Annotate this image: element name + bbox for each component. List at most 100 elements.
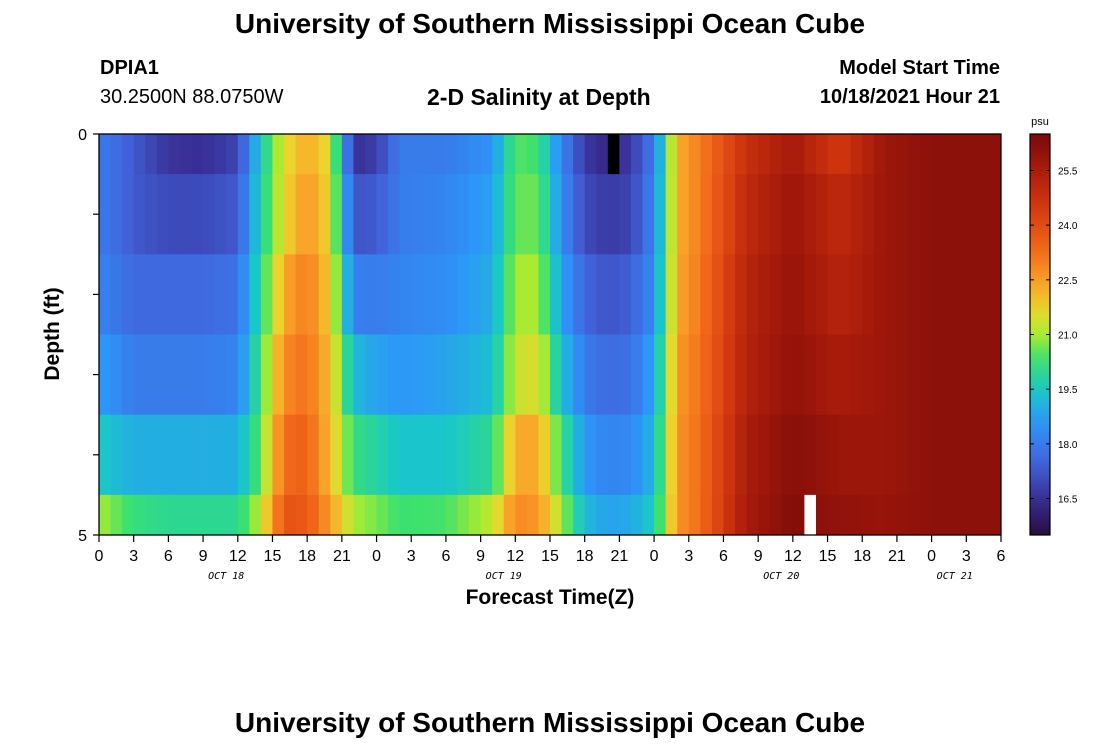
heatmap-cell [295,134,308,175]
x-tick-label: 9 [754,548,763,565]
heatmap-cell [584,494,597,536]
heatmap-cell [665,494,678,536]
heatmap-cell [133,494,146,536]
heatmap-cell [122,414,135,496]
heatmap-cell [850,254,863,335]
x-axis-title: Forecast Time(Z) [466,586,635,609]
heatmap-cell [422,334,435,416]
heatmap-cell [781,174,794,255]
heatmap-cell [735,494,747,536]
heatmap-cell [862,414,875,496]
heatmap-cell [619,174,632,255]
heatmap-cell [758,134,771,175]
colorbar-tick-label: 16.5 [1058,495,1078,506]
heatmap-cell [931,254,944,335]
heatmap-cell [445,414,458,496]
heatmap-cell [850,134,863,175]
heatmap-cell [469,134,482,175]
y-tick-label: 0 [78,127,87,144]
heatmap-cell [573,134,586,175]
heatmap-cell [330,494,343,536]
x-tick-label: 3 [407,548,416,565]
heatmap-cell [526,134,539,175]
heatmap-cell [399,414,412,496]
heatmap-cell [561,414,574,496]
heatmap-cell [596,254,609,335]
heatmap-cell [376,494,389,536]
heatmap-cell [272,334,285,416]
heatmap-cell [920,334,933,416]
heatmap-cell [469,334,482,416]
x-tick-label: 6 [164,548,173,565]
heatmap-cell [908,174,921,255]
heatmap-cell [746,334,759,416]
heatmap-cell [469,254,482,335]
heatmap-cell [353,254,366,335]
heatmap-cell [827,334,840,416]
heatmap-cell [954,254,967,335]
heatmap-cell [226,174,239,255]
heatmap-cell [99,134,111,175]
heatmap-cell [677,334,690,416]
heatmap-cell [203,494,216,536]
heatmap-cell [977,174,990,255]
heatmap-cell [677,414,690,496]
heatmap-cell [977,414,990,496]
heatmap-cell [492,174,505,255]
heatmap-cell [908,414,921,496]
heatmap-cell [815,414,828,496]
heatmap-cell [295,414,308,496]
heatmap-cell [122,494,135,536]
heatmap-cell [873,254,886,335]
heatmap-cell [550,134,562,175]
heatmap-cell [989,494,1002,536]
heatmap-cell [630,134,643,175]
heatmap-cell [538,174,551,255]
heatmap-cell [920,174,933,255]
heatmap-cell [411,254,424,335]
heatmap-cell [596,134,609,175]
heatmap-cell [226,494,239,536]
heatmap-cell [376,134,389,175]
heatmap-cell [584,134,597,175]
heatmap-cell [469,174,482,255]
heatmap-cell [908,254,921,335]
heatmap-cell [850,334,863,416]
heatmap-cell [781,334,794,416]
heatmap-cell [364,414,377,496]
heatmap-cell [168,494,181,536]
heatmap-cell [110,334,123,416]
heatmap-cell [237,254,250,335]
heatmap-cell [896,174,909,255]
heatmap-cell [457,494,470,536]
heatmap-cell [677,174,690,255]
heatmap-cell [804,174,817,255]
heatmap-cell [353,134,366,175]
heatmap-cell [99,494,111,536]
heatmap-cell [295,174,308,255]
heatmap-cell [203,414,216,496]
date-label: OCT 21 [937,571,973,582]
heatmap-cell [665,174,678,255]
heatmap-cell [515,254,528,335]
heatmap-cell [827,134,840,175]
heatmap-cell [827,414,840,496]
colorbar: psu 16.5 18.0 19.5 21.0 22.5 24.0 25.5 [1029,116,1078,536]
heatmap-cell [272,174,285,255]
heatmap-cell [330,174,343,255]
heatmap-cell [873,414,886,496]
heatmap-cell [839,494,852,536]
x-tick-label: 21 [333,548,351,565]
heatmap-cell [515,134,528,175]
heatmap-cell [179,134,192,175]
heatmap-cell [237,174,250,255]
heatmap-cell [943,414,956,496]
heatmap-cell [145,174,158,255]
x-tick-label: 0 [650,548,659,565]
heatmap-cell [885,254,898,335]
heatmap-cell [434,254,447,335]
heatmap-cell [260,334,273,416]
heatmap-cell [688,334,701,416]
heatmap-cell [862,494,875,536]
heatmap-cell [654,414,667,496]
